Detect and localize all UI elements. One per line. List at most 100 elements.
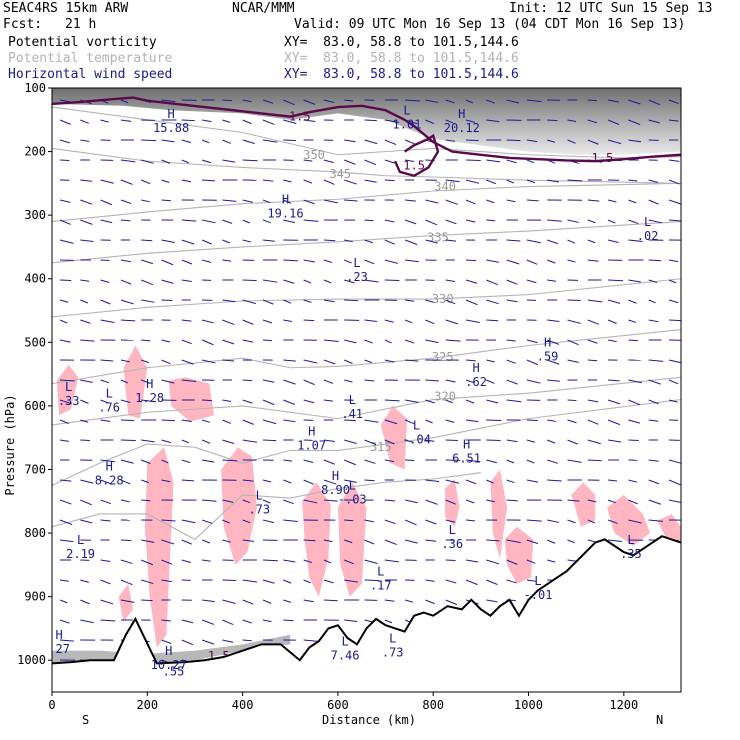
- wind-vector: [506, 379, 518, 385]
- y-tick-label-100: 100: [24, 81, 46, 95]
- wind-vector: [465, 379, 474, 384]
- wind-vector: [181, 339, 192, 345]
- wind-vector: [628, 299, 637, 304]
- wind-vector: [242, 639, 252, 642]
- pv-extremum-type-16: H: [332, 469, 339, 483]
- wind-vector: [283, 399, 296, 405]
- wind-vector: [587, 119, 598, 124]
- wind-vector: [526, 99, 542, 103]
- wind-vector: [364, 159, 377, 166]
- wind-vector: [547, 459, 558, 464]
- wind-vector: [222, 99, 232, 102]
- pv-extremum-value-0: 15.88: [153, 121, 189, 135]
- pv-contour-layer: 1.51.51.51.5: [52, 96, 681, 663]
- axes-layer: 100 200 300 400 500 600 700 800 900 1000 0 200 400 60…: [17, 81, 638, 712]
- wind-vector: [547, 279, 556, 282]
- wind-vector: [486, 279, 499, 286]
- wind-vector: [465, 559, 479, 563]
- wind-vector: [323, 99, 335, 104]
- pv-extremum-value-15: 8.28: [95, 474, 124, 488]
- pv-extremum-value-2: 20.12: [444, 121, 480, 135]
- theta-contour-320: [52, 376, 681, 426]
- wind-vector: [668, 479, 681, 486]
- wind-vector: [59, 539, 74, 543]
- wind-vector: [486, 579, 498, 585]
- wind-vector: [506, 299, 518, 303]
- wind-vector: [567, 499, 580, 502]
- wind-vector: [486, 259, 499, 263]
- wind-vector: [201, 239, 212, 245]
- wind-vector: [607, 499, 616, 504]
- pv-extrema-layer: H15.88L1.01H20.12H19.16L.02L.23H.59H.62H…: [52, 104, 658, 679]
- wind-vector: [465, 299, 478, 306]
- wind-vector: [384, 439, 395, 445]
- wind-vector: [425, 419, 433, 424]
- wind-vector: [181, 559, 191, 563]
- wind-vector: [384, 239, 395, 245]
- wind-vector: [608, 99, 619, 103]
- wind-vector: [222, 139, 232, 144]
- wind-vector: [303, 359, 318, 364]
- wind-vector: [567, 519, 576, 524]
- wind-vector: [120, 499, 130, 503]
- wind-vector: [262, 419, 277, 425]
- pv-extremum-value-13: -.04: [402, 432, 431, 446]
- terrain-layer: [52, 535, 681, 692]
- theta-contour-315: [52, 398, 681, 486]
- pv-1p5-tropopause: [52, 96, 681, 163]
- wind-vector: [242, 539, 255, 542]
- wind-vector: [120, 179, 133, 185]
- wind-vector: [222, 519, 230, 524]
- wind-vector: [262, 499, 271, 504]
- wind-vector: [668, 259, 679, 263]
- pv-extremum-value-17: -.03: [338, 493, 367, 507]
- pv-extremum-value-21: .17: [370, 579, 392, 593]
- wind-vector: [222, 159, 236, 163]
- wind-vector: [668, 319, 681, 322]
- wind-vector: [80, 319, 91, 324]
- wind-vector: [465, 99, 474, 104]
- wind-vector: [608, 479, 618, 482]
- pv-extremum-value-25: 7.46: [331, 648, 360, 662]
- negative-pv-area-10: [504, 526, 534, 584]
- x-tick-label-1000: 1000: [514, 698, 543, 712]
- wind-vector: [100, 219, 113, 224]
- wind-vector: [181, 219, 197, 222]
- wind-vector: [181, 459, 191, 464]
- wind-vector: [668, 179, 680, 185]
- wind-vector: [344, 419, 357, 422]
- wind-vector: [445, 119, 454, 124]
- wind-vector: [425, 379, 439, 382]
- wind-vector: [323, 539, 333, 543]
- wind-vector: [161, 539, 175, 545]
- pv-extremum-value-22: -.01: [524, 588, 553, 602]
- wind-vector: [486, 159, 501, 163]
- wind-vector: [80, 139, 90, 142]
- wind-vector: [506, 259, 520, 265]
- wind-vector: [161, 99, 176, 103]
- wind-vector: [141, 339, 151, 342]
- wind-vector: [59, 319, 68, 324]
- wind-vector: [120, 459, 134, 464]
- wind-vector: [526, 279, 537, 284]
- forecast-hours: 21 h: [65, 17, 97, 32]
- theta-contour-340: [52, 182, 681, 223]
- wind-vector: [364, 519, 374, 523]
- wind-vector: [608, 439, 622, 443]
- wind-vector: [161, 619, 171, 622]
- wind-vector: [445, 559, 456, 562]
- pv-extremum-type-3: H: [282, 193, 289, 207]
- wind-vector: [262, 199, 271, 204]
- wind-vector: [303, 479, 314, 485]
- wind-vector: [465, 479, 477, 485]
- wind-vector: [465, 499, 475, 504]
- wind-vector: [506, 439, 518, 443]
- wind-vector: [262, 119, 275, 125]
- wind-vector: [344, 239, 353, 243]
- wind-vector: [141, 399, 155, 403]
- wind-vector: [344, 359, 353, 364]
- wind-vector: [80, 279, 90, 282]
- wind-vector: [242, 219, 250, 224]
- wind-vector: [587, 459, 602, 462]
- wind-vector: [262, 399, 275, 406]
